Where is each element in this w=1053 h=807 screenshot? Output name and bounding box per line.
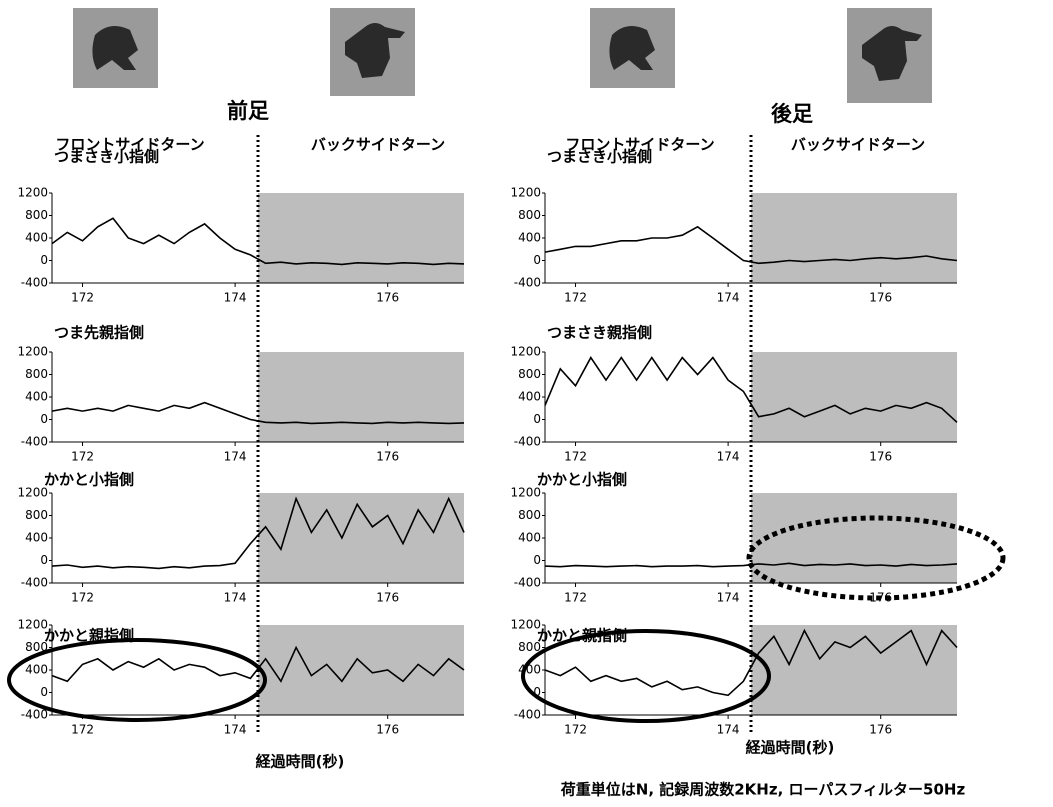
y-tick-label: 1200 <box>510 618 541 632</box>
x-tick-label: 174 <box>224 450 247 464</box>
y-tick-label: 1200 <box>17 345 48 359</box>
y-tick-label: 400 <box>518 390 541 404</box>
y-tick-label: -400 <box>21 576 48 590</box>
shaded-region <box>258 625 464 715</box>
x-tick-label: 174 <box>717 450 740 464</box>
shaded-region <box>751 352 957 442</box>
shaded-region <box>258 193 464 283</box>
x-tick-label: 176 <box>376 591 399 605</box>
y-tick-label: 800 <box>25 508 48 522</box>
highlight-ellipse <box>9 640 265 720</box>
y-tick-label: 1200 <box>17 486 48 500</box>
y-tick-label: -400 <box>514 276 541 290</box>
back-label: バックサイドターン <box>791 136 925 154</box>
y-tick-label: 800 <box>518 508 541 522</box>
y-tick-label: 400 <box>25 231 48 245</box>
y-tick-label: 1200 <box>17 186 48 200</box>
x-tick-label: 176 <box>376 291 399 305</box>
x-tick-label: 172 <box>564 723 587 737</box>
y-tick-label: 400 <box>518 531 541 545</box>
x-tick-label: 174 <box>717 723 740 737</box>
x-tick-label: 176 <box>376 450 399 464</box>
x-tick-label: 174 <box>717 591 740 605</box>
y-tick-label: 400 <box>25 531 48 545</box>
y-tick-label: -400 <box>21 708 48 722</box>
subplot-title: つま先親指側 <box>54 324 144 342</box>
y-tick-label: 800 <box>518 367 541 381</box>
back-label: バックサイドターン <box>311 136 445 154</box>
figure: つまさき小指側-40004008001200172174176つま先親指側-40… <box>0 0 1053 807</box>
y-tick-label: 1200 <box>510 345 541 359</box>
x-tick-label: 172 <box>71 450 94 464</box>
y-tick-label: 400 <box>25 390 48 404</box>
y-tick-label: 0 <box>533 253 541 267</box>
x-tick-label: 172 <box>71 723 94 737</box>
subplot-title: かかと小指側 <box>44 471 134 489</box>
y-tick-label: -400 <box>21 435 48 449</box>
x-tick-label: 174 <box>224 591 247 605</box>
x-tick-label: 172 <box>564 291 587 305</box>
y-tick-label: 800 <box>25 367 48 381</box>
y-tick-label: -400 <box>21 276 48 290</box>
note: 荷重単位はN, 記録周波数2KHz, ローパスフィルター50Hz <box>561 781 966 799</box>
x-tick-label: 172 <box>564 591 587 605</box>
x-tick-label: 176 <box>376 723 399 737</box>
x-tick-label: 174 <box>224 723 247 737</box>
x-tick-label: 172 <box>71 291 94 305</box>
front-label: フロントサイドターン <box>55 136 204 154</box>
x-tick-label: 174 <box>224 291 247 305</box>
y-tick-label: -400 <box>514 435 541 449</box>
y-tick-label: 0 <box>533 553 541 567</box>
y-tick-label: -400 <box>514 708 541 722</box>
y-tick-label: 1200 <box>17 618 48 632</box>
x-axis-label: 経過時間(秒) <box>746 739 835 757</box>
shaded-region <box>258 352 464 442</box>
x-axis-label: 経過時間(秒) <box>256 753 345 771</box>
panel-title: 前足 <box>227 99 269 123</box>
subplot-title: つまさき親指側 <box>547 324 652 342</box>
y-tick-label: 800 <box>518 208 541 222</box>
front-label: フロントサイドターン <box>565 136 714 154</box>
y-tick-label: 0 <box>40 412 48 426</box>
y-tick-label: 0 <box>40 553 48 567</box>
x-tick-label: 176 <box>869 723 892 737</box>
y-tick-label: 400 <box>518 231 541 245</box>
y-tick-label: 800 <box>25 208 48 222</box>
y-tick-label: 400 <box>25 663 48 677</box>
x-tick-label: 172 <box>564 450 587 464</box>
y-tick-label: 0 <box>40 685 48 699</box>
panel-title: 後足 <box>771 102 813 126</box>
y-tick-label: 1200 <box>510 486 541 500</box>
y-tick-label: -400 <box>514 576 541 590</box>
shaded-region <box>751 493 957 583</box>
subplot-title: かかと小指側 <box>537 471 627 489</box>
y-tick-label: 800 <box>518 640 541 654</box>
x-tick-label: 172 <box>71 591 94 605</box>
x-tick-label: 176 <box>869 291 892 305</box>
shaded-region <box>751 625 957 715</box>
x-tick-label: 174 <box>717 291 740 305</box>
photos <box>73 8 932 103</box>
y-tick-label: 0 <box>533 412 541 426</box>
x-tick-label: 176 <box>869 450 892 464</box>
shaded-region <box>751 193 957 283</box>
shaded-region <box>258 493 464 583</box>
y-tick-label: 1200 <box>510 186 541 200</box>
y-tick-label: 0 <box>40 253 48 267</box>
